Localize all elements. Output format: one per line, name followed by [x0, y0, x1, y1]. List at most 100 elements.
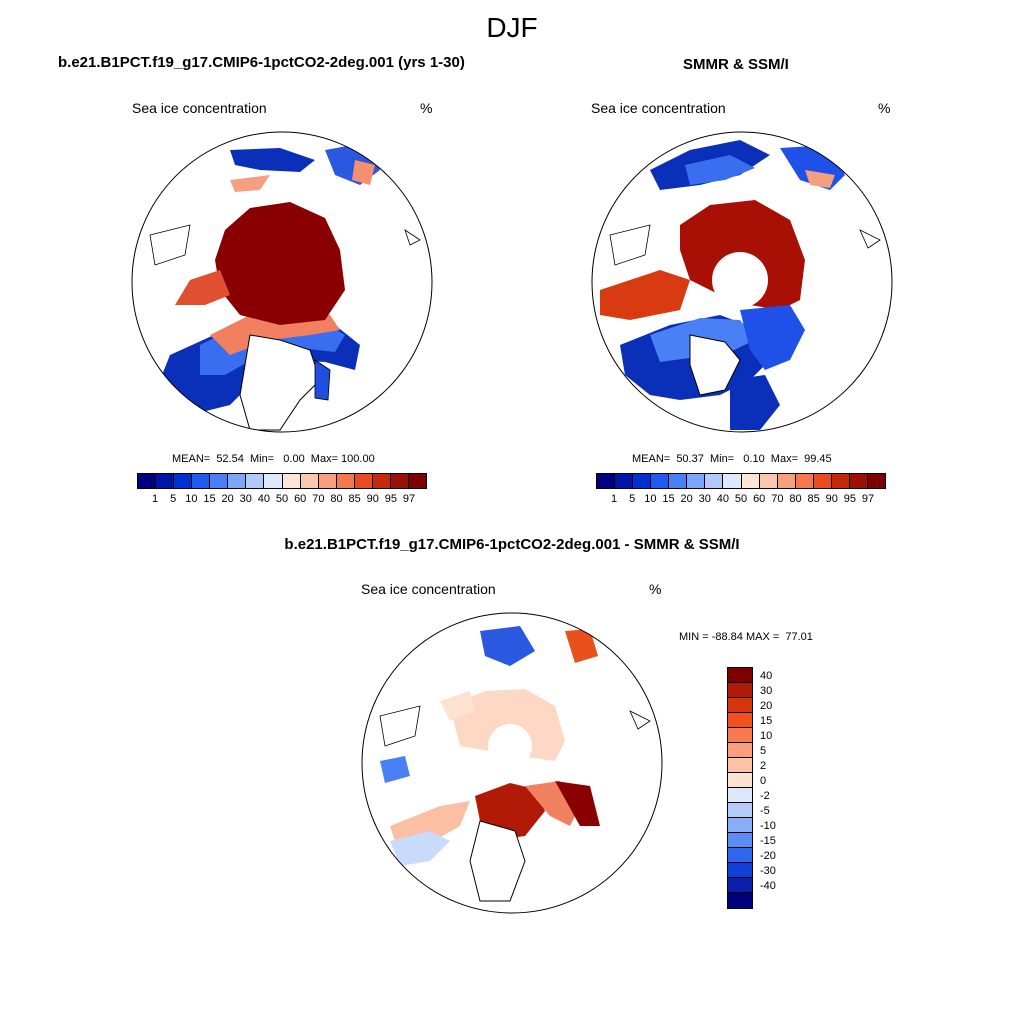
- obs-colorbar-bar: [596, 473, 886, 489]
- colorbar-tick-label: 5: [760, 745, 767, 757]
- colorbar-swatch: [651, 474, 670, 488]
- colorbar-tick-label: 30: [239, 493, 252, 505]
- colorbar-tick-label: 85: [348, 493, 361, 505]
- obs-stats: MEAN= 50.37 Min= 0.10 Max= 99.45: [632, 453, 832, 465]
- colorbar-tick-label: 10: [185, 493, 198, 505]
- colorbar-swatch: [728, 743, 752, 758]
- diff-negative-anomaly: [380, 756, 410, 783]
- colorbar-swatch: [615, 474, 634, 488]
- colorbar-tick-label: 5: [170, 493, 177, 505]
- colorbar-swatch: [318, 474, 337, 488]
- diff-polar-map: [361, 612, 663, 914]
- colorbar-tick-label: -15: [760, 835, 776, 847]
- colorbar-swatch: [813, 474, 832, 488]
- model-colorbar: 1 5 10 15 20 30 40 50 60 70 80 85 90 95 97: [137, 473, 427, 505]
- diff-panel-title: b.e21.B1PCT.f19_g17.CMIP6-1pctCO2-2deg.0…: [284, 536, 740, 553]
- colorbar-tick-label: 2: [760, 760, 767, 772]
- colorbar-swatch: [728, 848, 752, 863]
- obs-variable-label: Sea ice concentration: [591, 100, 726, 116]
- obs-pole-hole: [712, 252, 768, 308]
- colorbar-tick-label: 40: [760, 670, 773, 682]
- colorbar-tick-label: 70: [312, 493, 325, 505]
- colorbar-tick-label: -20: [760, 850, 776, 862]
- diff-units-label: %: [649, 581, 662, 597]
- colorbar-tick-label: 50: [734, 493, 748, 505]
- colorbar-swatch: [300, 474, 319, 488]
- obs-colorbar: 1 5 10 15 20 30 40 50 60 70 80 85 90 95 97: [596, 473, 886, 505]
- colorbar-tick-label: -10: [760, 820, 776, 832]
- colorbar-tick-label: 85: [807, 493, 820, 505]
- colorbar-swatch: [795, 474, 814, 488]
- colorbar-swatch: [728, 818, 752, 833]
- page-title: DJF: [486, 12, 538, 43]
- diff-variable-label: Sea ice concentration: [361, 581, 496, 597]
- model-colorbar-labels: 1 5 10 15 20 30 40 50 60 70 80 85 90 95 97: [137, 493, 427, 505]
- obs-units-label: %: [878, 100, 891, 116]
- colorbar-swatch: [210, 474, 229, 488]
- obs-colorbar-labels: 1 5 10 15 20 30 40 50 60 70 80 85 90 95 97: [596, 493, 886, 505]
- colorbar-swatch: [759, 474, 778, 488]
- colorbar-swatch: [728, 833, 752, 848]
- colorbar-tick-label: 95: [843, 493, 857, 505]
- colorbar-tick-label: 80: [789, 493, 802, 505]
- colorbar-swatch: [728, 758, 752, 773]
- colorbar-tick-label: 10: [760, 730, 773, 742]
- colorbar-swatch: [264, 474, 283, 488]
- colorbar-swatch: [246, 474, 265, 488]
- colorbar-swatch: [728, 698, 752, 713]
- colorbar-tick-label: 40: [716, 493, 730, 505]
- colorbar-swatch: [336, 474, 355, 488]
- model-central-arctic-ice: [215, 202, 345, 325]
- colorbar-swatch: [282, 474, 301, 488]
- colorbar-tick-label: 95: [384, 493, 398, 505]
- colorbar-swatch: [728, 713, 752, 728]
- colorbar-swatch: [728, 878, 752, 893]
- colorbar-tick-label: 10: [644, 493, 657, 505]
- obs-panel-title: SMMR & SSM/I: [683, 56, 789, 73]
- colorbar-swatch: [408, 474, 426, 488]
- colorbar-swatch: [777, 474, 796, 488]
- colorbar-tick-label: 1: [611, 493, 618, 505]
- colorbar-swatch: [728, 683, 752, 698]
- colorbar-tick-label: 50: [275, 493, 289, 505]
- colorbar-swatch: [723, 474, 742, 488]
- colorbar-tick-label: 97: [402, 493, 416, 505]
- model-colorbar-bar: [137, 473, 427, 489]
- colorbar-swatch: [728, 668, 752, 683]
- colorbar-tick-label: 15: [760, 715, 773, 727]
- colorbar-swatch: [174, 474, 193, 488]
- colorbar-tick-label: 30: [698, 493, 711, 505]
- colorbar-swatch: [849, 474, 868, 488]
- obs-polar-map: [591, 131, 893, 433]
- colorbar-tick-label: 70: [771, 493, 784, 505]
- colorbar-tick-label: 20: [680, 493, 693, 505]
- model-polar-map: [131, 131, 433, 433]
- model-stats: MEAN= 52.54 Min= 0.00 Max= 100.00: [172, 453, 375, 465]
- colorbar-swatch: [687, 474, 706, 488]
- colorbar-tick-label: 97: [861, 493, 875, 505]
- colorbar-tick-label: 30: [760, 685, 773, 697]
- colorbar-tick-label: 20: [221, 493, 234, 505]
- colorbar-swatch: [633, 474, 652, 488]
- colorbar-swatch: [705, 474, 724, 488]
- colorbar-swatch: [597, 474, 616, 488]
- colorbar-tick-label: -30: [760, 865, 776, 877]
- colorbar-swatch: [728, 893, 752, 908]
- colorbar-tick-label: 15: [203, 493, 216, 505]
- colorbar-tick-label: 60: [294, 493, 307, 505]
- obs-canadian-archipelago: [600, 270, 690, 320]
- colorbar-tick-label: 20: [760, 700, 773, 712]
- model-panel-title: b.e21.B1PCT.f19_g17.CMIP6-1pctCO2-2deg.0…: [58, 54, 465, 71]
- colorbar-swatch: [138, 474, 157, 488]
- diff-colorbar-bar: [727, 667, 753, 909]
- colorbar-swatch: [669, 474, 688, 488]
- colorbar-tick-label: 60: [753, 493, 766, 505]
- colorbar-tick-label: -5: [760, 805, 770, 817]
- colorbar-tick-label: 5: [629, 493, 636, 505]
- colorbar-swatch: [728, 728, 752, 743]
- colorbar-swatch: [741, 474, 760, 488]
- colorbar-tick-label: 90: [825, 493, 838, 505]
- colorbar-tick-label: 1: [152, 493, 159, 505]
- diff-minmax: MIN = -88.84 MAX = 77.01: [679, 631, 813, 643]
- colorbar-swatch: [228, 474, 247, 488]
